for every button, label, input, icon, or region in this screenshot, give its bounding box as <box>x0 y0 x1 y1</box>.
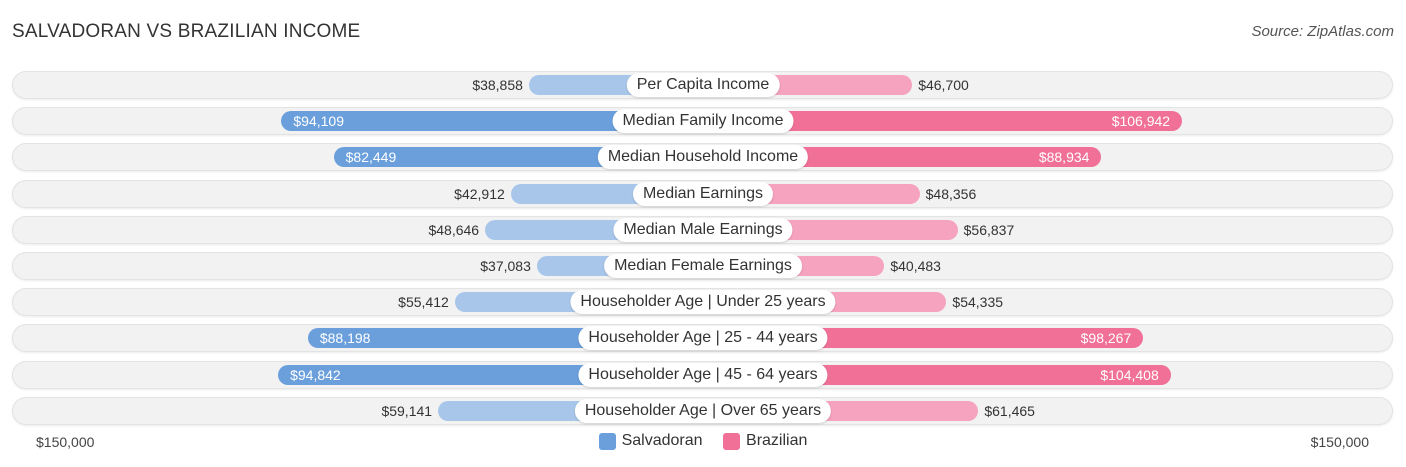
axis-label-right: $150,000 <box>1310 434 1369 450</box>
category-label: Median Household Income <box>597 145 809 169</box>
chart-title: SALVADORAN VS BRAZILIAN INCOME <box>12 21 361 42</box>
value-label-salvadoran: $82,449 <box>345 149 397 165</box>
bar-brazilian[interactable] <box>703 111 1183 131</box>
legend-swatch-salvadoran <box>598 432 616 450</box>
category-label: Householder Age | 25 - 44 years <box>578 326 828 350</box>
value-label-salvadoran: $38,858 <box>472 77 523 93</box>
value-label-brazilian: $104,408 <box>1100 367 1159 383</box>
category-label: Median Family Income <box>612 109 794 133</box>
source-credit: Source: ZipAtlas.com <box>1251 23 1394 40</box>
value-label-salvadoran: $59,141 <box>381 403 433 419</box>
category-label: Per Capita Income <box>626 73 780 97</box>
value-label-brazilian: $56,837 <box>963 222 1015 238</box>
value-label-brazilian: $40,483 <box>890 258 941 274</box>
value-label-brazilian: $46,700 <box>918 77 969 93</box>
value-label-brazilian: $61,465 <box>984 403 1035 419</box>
category-label: Householder Age | Over 65 years <box>574 399 832 423</box>
category-label: Median Earnings <box>632 182 774 206</box>
legend-label-salvadoran: Salvadoran <box>621 432 703 449</box>
category-label: Median Female Earnings <box>604 254 802 278</box>
axis-label-left: $150,000 <box>36 434 95 450</box>
value-label-brazilian: $98,267 <box>1080 330 1132 346</box>
legend: Salvadoran Brazilian <box>0 432 1406 455</box>
value-label-brazilian: $48,356 <box>925 186 977 202</box>
legend-label-brazilian: Brazilian <box>746 432 808 449</box>
value-label-salvadoran: $42,912 <box>454 186 505 202</box>
value-label-brazilian: $54,335 <box>952 294 1004 310</box>
category-label: Householder Age | 45 - 64 years <box>578 363 828 387</box>
value-label-salvadoran: $94,109 <box>293 113 344 129</box>
value-label-salvadoran: $37,083 <box>480 258 531 274</box>
category-label: Median Male Earnings <box>613 218 793 242</box>
category-label: Householder Age | Under 25 years <box>570 290 836 314</box>
bar-salvadoran[interactable] <box>281 111 703 131</box>
legend-item-salvadoran[interactable]: Salvadoran <box>598 432 703 450</box>
value-label-brazilian: $88,934 <box>1038 149 1090 165</box>
value-label-brazilian: $106,942 <box>1111 113 1171 129</box>
value-label-salvadoran: $55,412 <box>398 294 449 310</box>
legend-swatch-brazilian <box>723 432 741 450</box>
value-label-salvadoran: $88,198 <box>319 330 371 346</box>
value-label-salvadoran: $94,842 <box>290 367 341 383</box>
value-label-salvadoran: $48,646 <box>428 222 480 238</box>
legend-item-brazilian[interactable]: Brazilian <box>723 432 807 450</box>
